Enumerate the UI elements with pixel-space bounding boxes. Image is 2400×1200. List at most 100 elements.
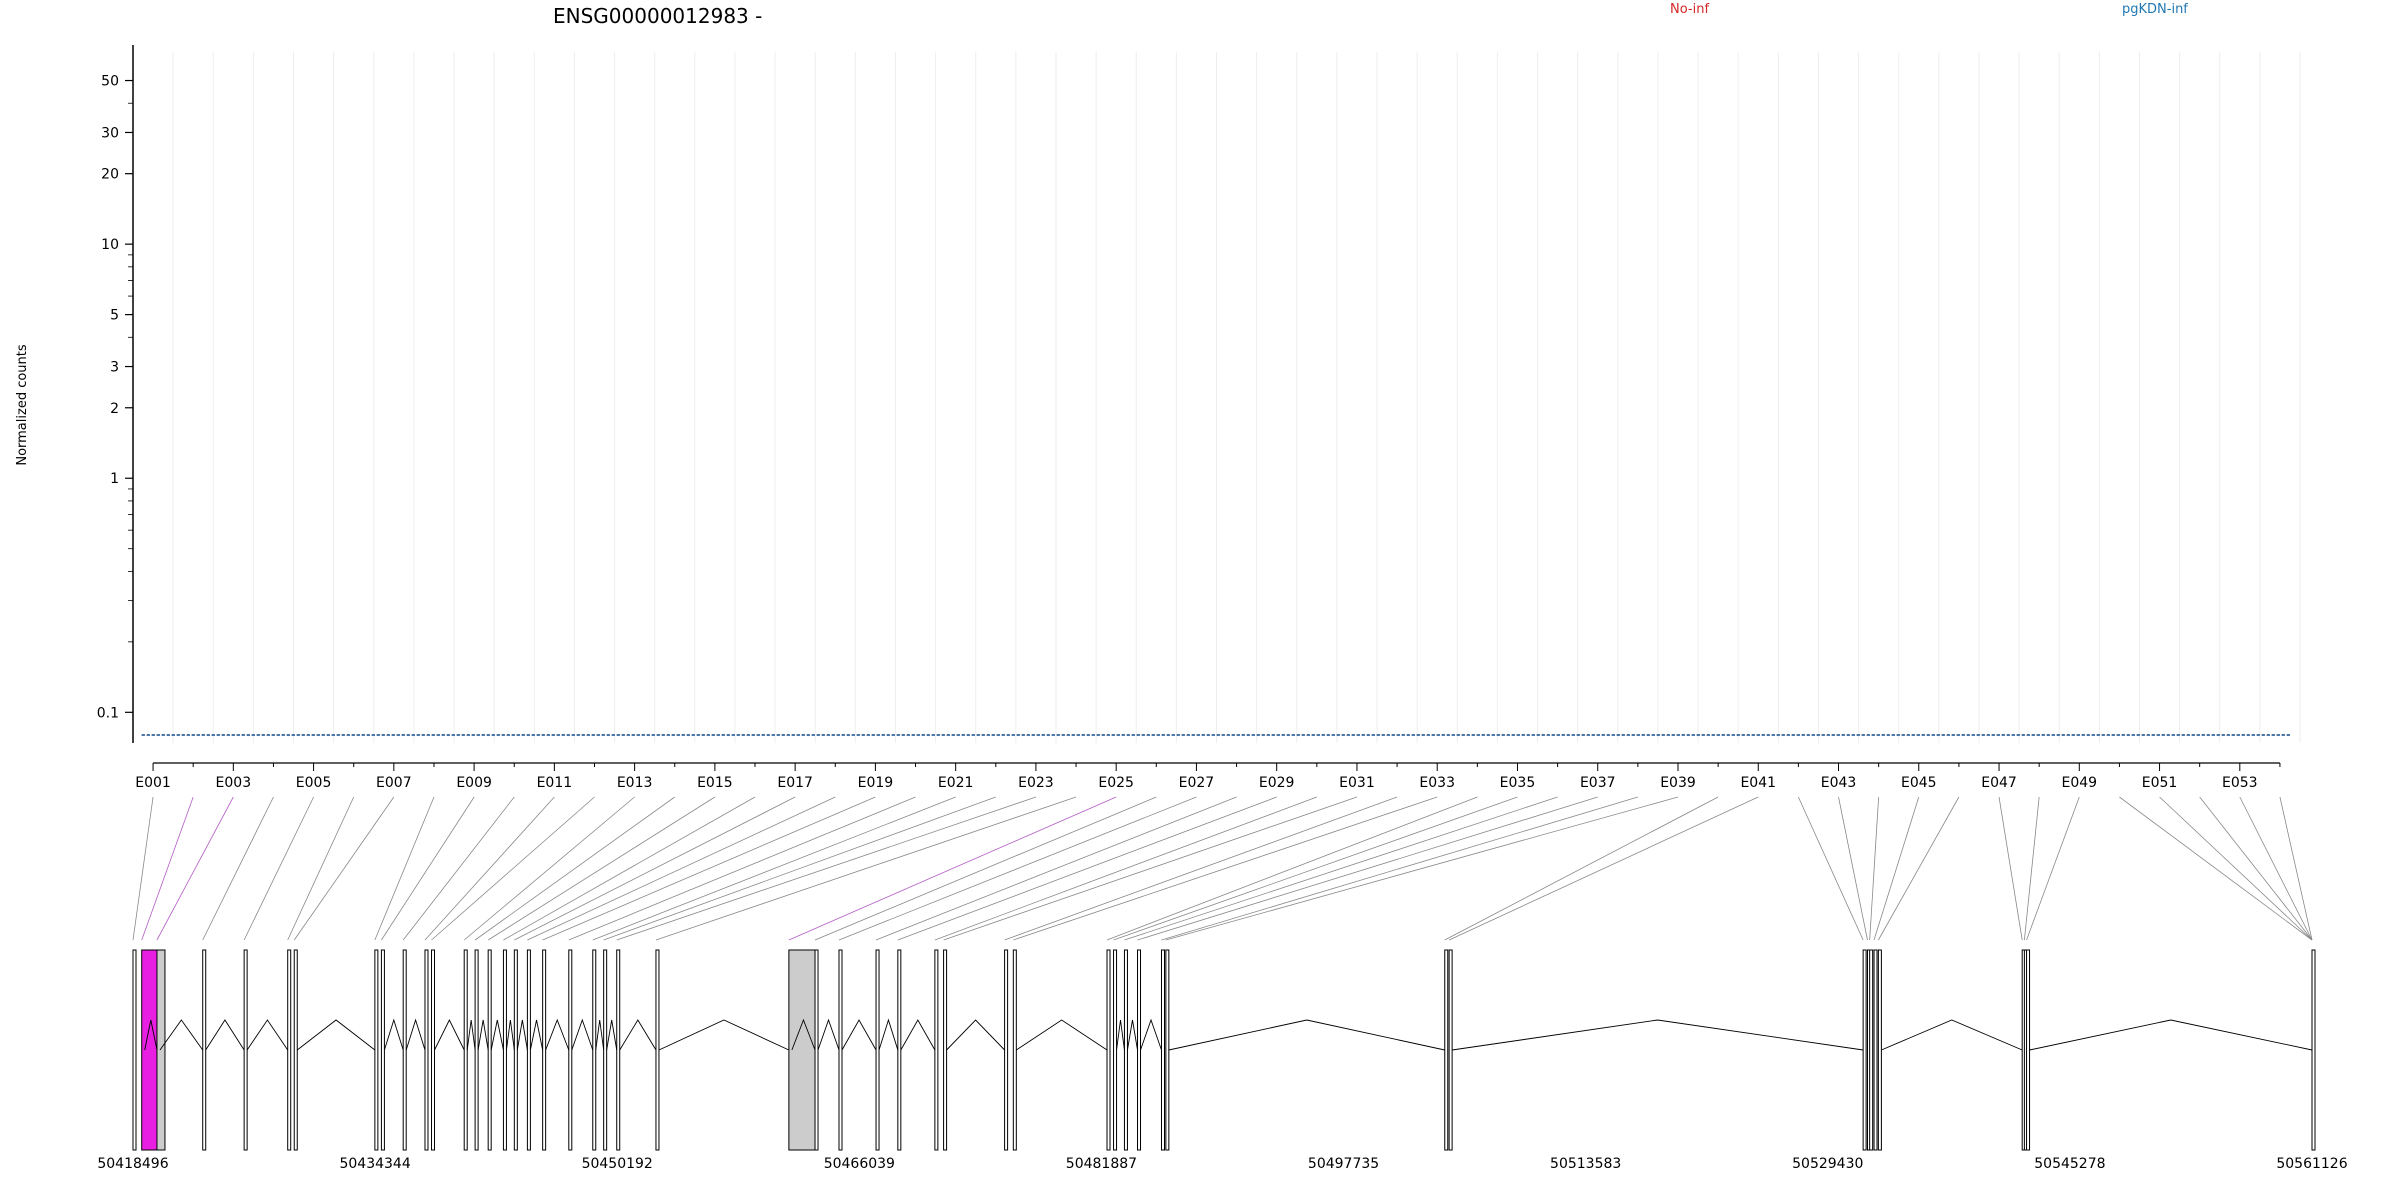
- intron-line: [1116, 1019, 1125, 1051]
- exon-box: [402, 949, 407, 1151]
- connector-line: [2026, 796, 2080, 941]
- connector-line: [616, 796, 1037, 941]
- intron-line: [383, 1018, 404, 1051]
- y-axis-label: Normalized counts: [15, 344, 30, 466]
- y-tick-label: 0.1: [97, 705, 119, 721]
- connector-line: [875, 796, 1237, 941]
- genomic-axis: 50418496 50434344 50450192 50466039 50481887…: [97, 1156, 2347, 1172]
- intron-line: [1452, 1019, 1864, 1051]
- connector-line: [1013, 796, 1438, 941]
- intron-line: [606, 1019, 618, 1051]
- exon-tick-label: E051: [2142, 775, 2178, 791]
- intron-line: [1127, 1019, 1138, 1051]
- connector-line: [243, 796, 314, 941]
- exon-box: [1877, 949, 1882, 1151]
- y-tick-label: 20: [101, 167, 119, 183]
- exon-tick-label: E015: [697, 775, 733, 791]
- intron-line: [817, 1018, 840, 1051]
- exon-tick-label: E023: [1018, 775, 1054, 791]
- connector-line: [431, 796, 595, 941]
- exon-tick-label: E039: [1660, 775, 1696, 791]
- exon-box: [1004, 949, 1009, 1151]
- intron-line: [658, 1019, 790, 1051]
- connector-line: [2239, 796, 2313, 941]
- connector-line: [1448, 796, 1759, 941]
- exon-tick-label: E043: [1821, 775, 1857, 791]
- exon-box: [897, 949, 902, 1151]
- intron-line: [1140, 1018, 1162, 1051]
- connector-line: [2199, 796, 2313, 941]
- exon-box: [1113, 949, 1118, 1151]
- connector-line: [2279, 796, 2313, 941]
- connector-line: [934, 796, 1317, 941]
- exon-box: [2026, 949, 2031, 1151]
- exon-box: [655, 949, 660, 1151]
- connector-line: [202, 796, 274, 941]
- exon-box: [1160, 949, 1165, 1151]
- exon-box: [156, 949, 166, 1151]
- connector-line: [156, 796, 234, 941]
- intron-line: [205, 1019, 245, 1051]
- gene-model: [132, 949, 2316, 1151]
- connector-line: [293, 796, 395, 941]
- genomic-axis-label: 50497735: [1308, 1156, 1379, 1172]
- y-tick-label: 30: [101, 125, 119, 141]
- intron-line: [466, 1019, 476, 1051]
- intron-line: [477, 1019, 489, 1051]
- exon-tick-label: E037: [1580, 775, 1616, 791]
- exon-box: [463, 949, 468, 1151]
- exon-box: [1165, 949, 1170, 1151]
- exon-box: [374, 949, 379, 1151]
- exon-tick-label: E021: [938, 775, 974, 791]
- exon-box: [424, 949, 429, 1151]
- exon-box: [838, 949, 843, 1151]
- intron-line: [144, 1019, 158, 1051]
- exon-box: [287, 949, 292, 1151]
- exon-box: [487, 949, 492, 1151]
- connector-line: [1124, 796, 1558, 941]
- connector-line: [1878, 796, 1960, 941]
- connector-line: [592, 796, 956, 941]
- connector-line: [838, 796, 1197, 941]
- intron-line: [529, 1019, 544, 1051]
- exon-tick-label: E033: [1419, 775, 1455, 791]
- exon-tick-label: E013: [617, 775, 653, 791]
- connector-line: [542, 796, 876, 941]
- connector-line: [1869, 796, 1880, 941]
- connector-line: [1165, 796, 1679, 941]
- y-axis: 0.1 1 2 3 5 10 20 30 50: [97, 45, 134, 743]
- intron-line: [791, 1018, 816, 1051]
- exon-box: [1444, 949, 1449, 1151]
- connector-line: [2023, 796, 2040, 941]
- exon-box: [1106, 949, 1111, 1151]
- connector-line: [474, 796, 675, 941]
- connector-line: [2159, 796, 2313, 941]
- exon-box: [202, 949, 207, 1151]
- intron-line: [841, 1019, 877, 1051]
- exon-tick-label: E025: [1098, 775, 1134, 791]
- connector-line: [402, 796, 515, 941]
- genomic-axis-label: 50450192: [582, 1156, 653, 1172]
- exon-box: [616, 949, 621, 1151]
- exon-box: [934, 949, 939, 1151]
- intron-line: [1881, 1019, 2023, 1051]
- exon-tick-label: E047: [1981, 775, 2017, 791]
- intron-line: [516, 1019, 528, 1051]
- intron-line: [159, 1019, 204, 1051]
- connector-line: [381, 796, 475, 941]
- exon-tick-label: E053: [2222, 775, 2258, 791]
- exon-connectors: [132, 796, 2313, 941]
- intron-line: [490, 1019, 504, 1051]
- genomic-axis-label: 50529430: [1792, 1156, 1863, 1172]
- chart-title: ENSG00000012983 -: [553, 4, 762, 28]
- connector-line: [1113, 796, 1518, 941]
- connector-line: [527, 796, 836, 941]
- exon-box: [1123, 949, 1128, 1151]
- exon-box: [1873, 949, 1878, 1151]
- intron-line: [1168, 1019, 1445, 1051]
- y-tick-label: 10: [101, 237, 119, 253]
- exon-grid: [132, 52, 2301, 743]
- intron-line: [434, 1018, 465, 1051]
- exon-tick-label: E027: [1179, 775, 1215, 791]
- genomic-axis-label: 50561126: [2276, 1156, 2347, 1172]
